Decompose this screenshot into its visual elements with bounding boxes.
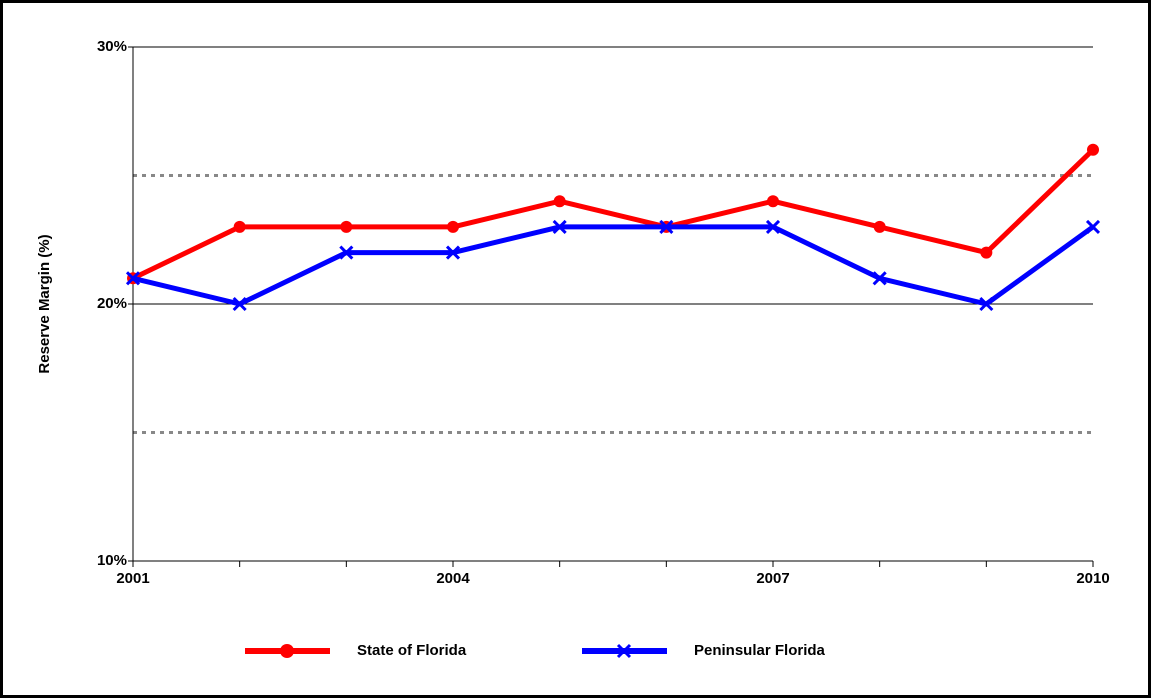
y-tick-label: 20% [97,295,127,312]
point [1085,219,1101,234]
point [445,245,461,260]
y-tick-label: 10% [97,552,127,569]
y-axis-label: Reserve Margin (%) [36,234,53,373]
point [339,245,354,260]
legend-marker [616,643,632,659]
point [447,220,459,233]
point [553,195,566,208]
point [980,246,993,259]
point [233,220,246,233]
point [1087,143,1099,156]
point [872,271,887,286]
point [979,296,994,312]
point [340,220,353,233]
legend-marker [280,644,294,658]
point [125,271,141,286]
y-tick-label: 30% [97,38,127,55]
series-line [131,147,1095,281]
x-tick-label: 2001 [116,570,149,587]
series-line [132,224,1095,307]
x-tick-label: 2010 [1076,570,1109,587]
x-tick-label: 2004 [436,570,470,587]
point [552,219,567,234]
point [232,296,247,312]
legend-label: State of Florida [357,642,467,659]
point [659,219,674,234]
legend-label: Peninsular Florida [694,642,826,659]
point [765,219,781,234]
x-tick-label: 2007 [756,570,789,587]
point [873,220,886,233]
point [767,195,779,208]
